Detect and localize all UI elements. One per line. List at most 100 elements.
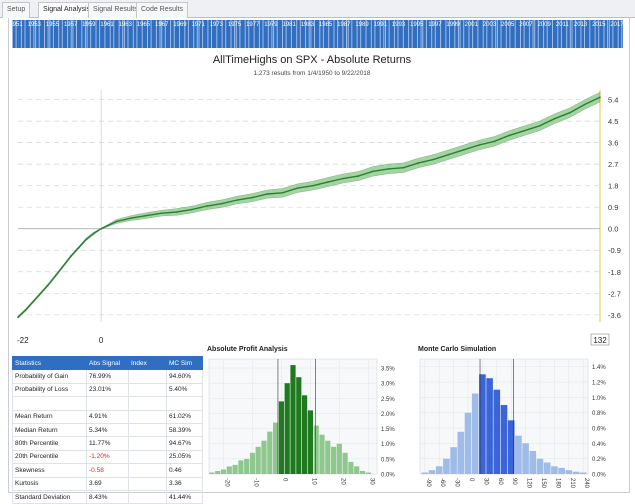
timeline-gap bbox=[314, 20, 315, 48]
table-cell: 5.34% bbox=[86, 422, 129, 438]
profit-histogram: 3.5% 3.0% 2.5% 2.0% 1.5% 1.0% 0.5% 0.0% -20 -10 0 1… bbox=[208, 358, 395, 487]
timeline-gap bbox=[173, 20, 175, 48]
timeline-gap bbox=[509, 20, 511, 48]
timeline-gap bbox=[468, 20, 470, 48]
table-cell bbox=[166, 396, 203, 411]
monte-bar bbox=[493, 389, 501, 474]
tab-signal-analysis[interactable]: Signal Analysis bbox=[38, 2, 96, 19]
profit-bar bbox=[313, 425, 319, 474]
timeline-gap bbox=[598, 20, 600, 48]
timeline-year-label: 1971 bbox=[191, 22, 205, 28]
monte-x-tick-label: 180 bbox=[554, 478, 560, 489]
timeline-gap bbox=[546, 20, 548, 48]
timeline-year-label: 2003 bbox=[483, 22, 497, 28]
monte-x-tick-label: -60 bbox=[439, 478, 445, 487]
table-cell: -0.58 bbox=[86, 463, 129, 478]
table-cell: 4.91% bbox=[86, 409, 129, 424]
signal-timeline[interactable]: 1951 1953 1955 1957 1959 1961 1963 1965 1967 1969… bbox=[12, 20, 623, 48]
returns-point bbox=[55, 274, 57, 277]
timeline-gap bbox=[38, 20, 40, 48]
monte-bar bbox=[565, 470, 573, 474]
timeline-gap bbox=[440, 20, 442, 48]
y-tick-label: 5.4 bbox=[608, 96, 618, 105]
timeline-year-label: 1977 bbox=[246, 22, 260, 28]
timeline-gap bbox=[225, 20, 227, 48]
profit-x-tick-label: -10 bbox=[252, 478, 258, 487]
timeline-year-label: 1985 bbox=[319, 22, 333, 28]
timeline-gap bbox=[198, 20, 200, 48]
timeline-gap bbox=[305, 20, 307, 48]
returns-point bbox=[327, 181, 329, 183]
profit-x-tick-label: 0 bbox=[281, 478, 287, 482]
timeline-gap bbox=[557, 20, 559, 48]
monte-bar bbox=[471, 393, 479, 474]
profit-bar bbox=[307, 410, 313, 474]
timeline-year-label: 1969 bbox=[173, 22, 187, 28]
timeline-year-label: 1995 bbox=[410, 22, 424, 28]
tab-code-results[interactable]: Code Results bbox=[136, 2, 189, 18]
timeline-gap bbox=[308, 20, 310, 48]
timeline-gap bbox=[514, 20, 516, 48]
monte-bar bbox=[536, 458, 544, 474]
profit-bar bbox=[209, 472, 215, 474]
table-cell: 3.69 bbox=[86, 476, 129, 491]
returns-point bbox=[553, 117, 556, 120]
timeline-gap bbox=[244, 20, 246, 48]
returns-point bbox=[100, 227, 102, 230]
profit-bar bbox=[325, 440, 331, 474]
monte-x-tick-label: 30 bbox=[482, 478, 488, 485]
timeline-gap bbox=[445, 20, 447, 48]
returns-point bbox=[115, 220, 118, 223]
timeline-gap bbox=[76, 20, 77, 48]
timeline-year-label: 2007 bbox=[519, 22, 533, 28]
timeline-gap bbox=[569, 20, 571, 48]
timeline-gap bbox=[411, 20, 413, 48]
tab-signal-results[interactable]: Signal Results bbox=[88, 2, 143, 18]
monte-carlo-title: Monte Carlo Simulation bbox=[418, 346, 497, 353]
timeline-gap bbox=[422, 20, 424, 48]
table-row: 80th Percentile 11.77% 94.67% bbox=[12, 436, 203, 451]
timeline-gap bbox=[47, 20, 49, 48]
timeline-gap bbox=[179, 20, 180, 48]
timeline-gap bbox=[104, 20, 106, 48]
timeline-gap bbox=[221, 20, 223, 48]
table-cell: 20th Percentile bbox=[12, 449, 87, 465]
timeline-gap bbox=[459, 20, 461, 48]
timeline-gap bbox=[132, 20, 134, 48]
timeline-gap bbox=[211, 20, 212, 48]
table-cell bbox=[128, 382, 167, 398]
timeline-gap bbox=[49, 20, 51, 48]
tab-setup[interactable]: Setup bbox=[2, 2, 31, 18]
timeline-gap bbox=[15, 20, 17, 48]
table-cell bbox=[12, 396, 87, 411]
table-cell: 80th Percentile bbox=[12, 436, 87, 451]
table-cell: 5.40% bbox=[166, 382, 203, 398]
profit-bar bbox=[290, 365, 296, 474]
monte-bar bbox=[479, 374, 486, 474]
timeline-gap bbox=[346, 20, 347, 48]
timeline-gap bbox=[253, 20, 255, 48]
timeline-gap bbox=[296, 20, 298, 48]
profit-analysis-title: Absolute Profit Analysis bbox=[207, 346, 288, 353]
y-tick-label: 1.8 bbox=[608, 182, 618, 191]
monte-x-tick-label: 150 bbox=[540, 478, 546, 489]
timeline-gap bbox=[262, 20, 264, 48]
returns-point bbox=[39, 292, 42, 295]
header-mc-sim: MC Sim bbox=[166, 355, 203, 371]
monte-bar bbox=[421, 472, 429, 474]
timeline-gap bbox=[273, 20, 275, 48]
table-row: Probability of Gain 76.99% 94.60% bbox=[12, 369, 203, 384]
timeline-gap bbox=[472, 20, 474, 48]
profit-bar bbox=[348, 461, 354, 474]
timeline-gap bbox=[230, 20, 232, 48]
profit-bar bbox=[249, 452, 256, 474]
returns-point bbox=[85, 238, 87, 241]
monte-y-tick-label: 0.6% bbox=[592, 427, 606, 433]
table-cell bbox=[128, 396, 167, 411]
timeline-gap bbox=[84, 20, 86, 48]
timeline-gap bbox=[351, 20, 353, 48]
timeline-gap bbox=[310, 20, 312, 48]
timeline-gap bbox=[457, 20, 459, 48]
timeline-gap bbox=[52, 20, 54, 48]
timeline-gap bbox=[523, 20, 525, 48]
